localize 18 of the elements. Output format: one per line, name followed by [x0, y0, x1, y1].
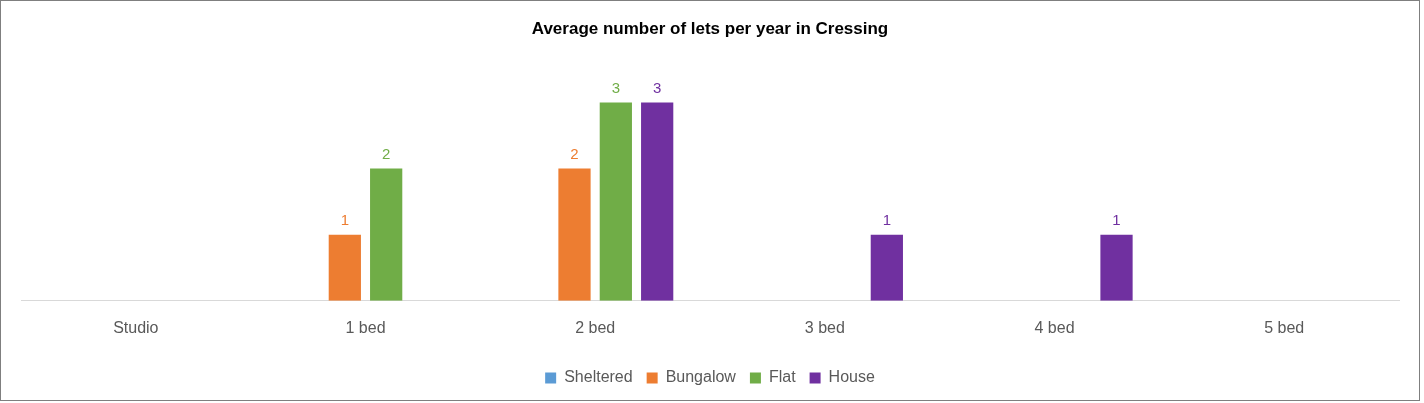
legend-label: Flat: [768, 368, 797, 386]
data-label: 2: [570, 145, 579, 163]
x-tick-label: 1 bed: [345, 318, 386, 336]
data-label: 3: [653, 79, 662, 97]
x-tick-label: Studio: [113, 318, 159, 336]
data-label: 3: [611, 79, 621, 97]
chart-title: Average number of lets per year in Cressing: [531, 18, 889, 38]
legend-label: Sheltered: [564, 368, 633, 386]
data-label: 1: [340, 211, 349, 229]
data-label: 2: [382, 145, 391, 163]
x-tick-label: 4 bed: [1034, 318, 1075, 336]
legend-label: Bungalow: [665, 368, 737, 386]
data-label: 1: [1112, 211, 1121, 229]
legend-label: House: [828, 368, 875, 386]
data-label: 1: [882, 211, 892, 229]
x-tick-label: 2 bed: [575, 318, 616, 336]
x-tick-label: 5 bed: [1264, 318, 1305, 336]
x-tick-label: 3 bed: [804, 318, 845, 336]
